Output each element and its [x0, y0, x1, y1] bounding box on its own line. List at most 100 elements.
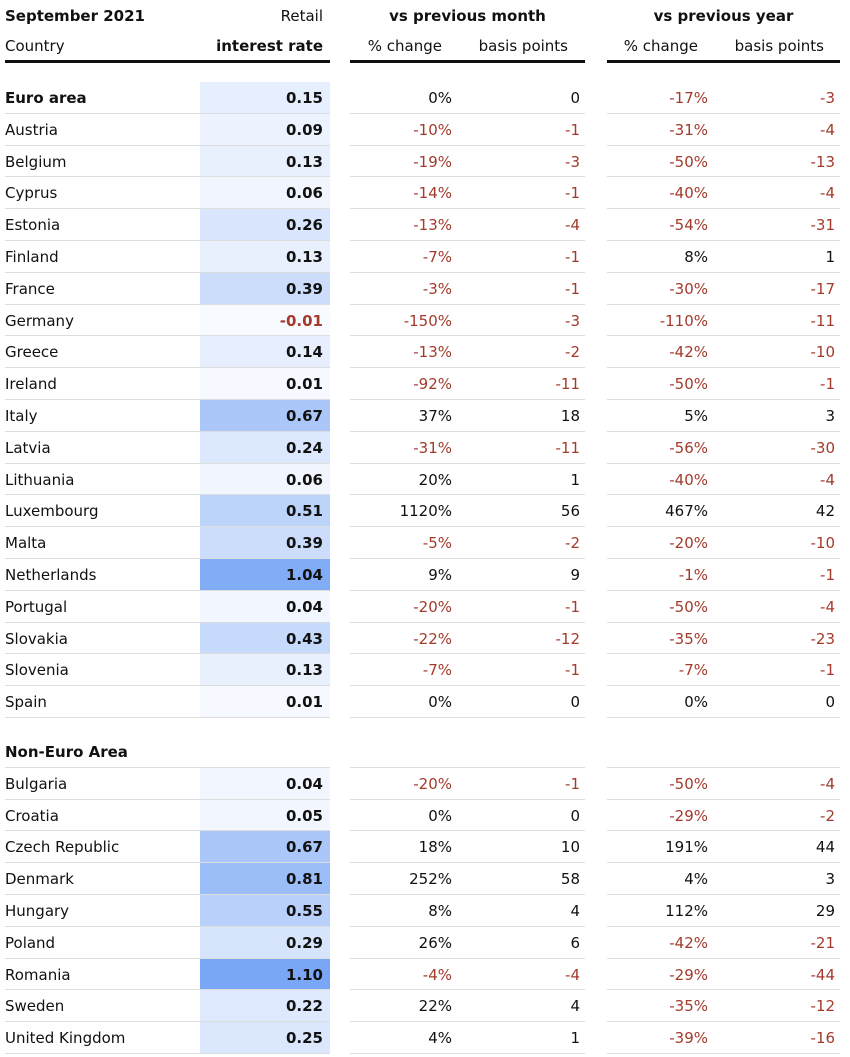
country: Luxembourg — [5, 502, 99, 521]
change-value: -4 — [820, 120, 835, 139]
change-value: -11 — [555, 438, 581, 457]
row-rule — [5, 144, 330, 146]
country: Denmark — [5, 870, 74, 889]
rate-value: 0.13 — [285, 248, 323, 266]
row-rule — [607, 494, 840, 496]
change-value: 56 — [560, 502, 580, 521]
row-rule — [607, 862, 840, 864]
country: Spain — [5, 693, 47, 712]
rate-value: -0.01 — [279, 311, 323, 330]
change-value: 0 — [570, 693, 580, 712]
change-value: -7% — [678, 661, 708, 680]
change-value: -3 — [565, 152, 580, 171]
row-rule — [5, 830, 330, 832]
rate-value: 0.39 — [285, 279, 323, 298]
change-value: -22% — [413, 629, 452, 648]
section-title: Non-Euro Area — [5, 743, 128, 761]
rate-cell — [200, 686, 330, 717]
rate-value: 0.51 — [285, 502, 323, 521]
row-rule — [607, 367, 840, 369]
row-rule — [350, 830, 585, 832]
change-value: 6 — [570, 933, 580, 952]
change-value: 8% — [684, 248, 708, 266]
row-rule — [350, 494, 585, 496]
row-rule — [5, 862, 330, 864]
country: Slovenia — [5, 661, 69, 680]
change-value: -39% — [669, 1029, 708, 1048]
country: Finland — [5, 248, 59, 266]
row-rule — [607, 957, 840, 959]
change-value: 22% — [418, 997, 452, 1016]
change-value: -31% — [413, 438, 452, 457]
rule — [350, 60, 585, 63]
row-rule — [350, 621, 585, 623]
change-value: -50% — [669, 597, 708, 616]
change-value: -10% — [413, 120, 452, 139]
row-rule — [607, 685, 840, 687]
header: Country — [5, 37, 65, 55]
change-value: 0% — [684, 693, 708, 712]
change-value: -40% — [669, 184, 708, 203]
country: Bulgaria — [5, 774, 68, 793]
row-rule — [350, 462, 585, 464]
rule — [5, 60, 330, 63]
change-value: -10 — [810, 343, 836, 362]
change-value: -3% — [422, 279, 452, 298]
row-rule — [607, 526, 840, 528]
row-rule — [5, 685, 330, 687]
row-rule — [350, 399, 585, 400]
row-rule — [350, 271, 585, 273]
header: % change — [623, 37, 698, 55]
row-rule — [350, 526, 585, 528]
rate-value: 0.15 — [285, 89, 323, 107]
change-value: 20% — [418, 470, 452, 489]
rate-cell — [200, 463, 330, 495]
change-value: -4% — [422, 965, 452, 984]
country: France — [5, 279, 55, 298]
rate-cell — [200, 304, 330, 336]
row-rule — [5, 894, 330, 895]
row-rule — [5, 957, 330, 959]
change-value: -35% — [669, 629, 708, 648]
row-rule — [350, 766, 585, 768]
row-rule — [350, 894, 585, 895]
row-rule — [607, 717, 840, 718]
country: Croatia — [5, 806, 59, 825]
row-rule — [350, 862, 585, 864]
row-rule — [350, 144, 585, 146]
row-rule — [350, 925, 585, 927]
rate-value: 0.67 — [285, 407, 323, 425]
change-value: -4 — [565, 965, 580, 984]
change-value: -2 — [820, 806, 835, 825]
rate-value: 0.06 — [285, 470, 323, 489]
row-rule — [5, 621, 330, 623]
change-value: -1 — [820, 375, 835, 394]
country: Hungary — [5, 902, 70, 920]
change-value: -13% — [413, 216, 452, 235]
change-value: -50% — [669, 774, 708, 793]
change-value: 0 — [570, 89, 580, 107]
rate-cell — [200, 368, 330, 399]
change-value: -20% — [669, 534, 708, 553]
change-value: 0% — [428, 693, 452, 712]
header: vs previous month — [389, 7, 546, 25]
row-rule — [607, 335, 840, 337]
row-rule — [350, 112, 585, 114]
change-value: -13% — [413, 343, 452, 362]
change-value: 1 — [570, 470, 580, 489]
change-value: -12 — [810, 997, 836, 1016]
row-rule — [607, 271, 840, 273]
row-rule — [350, 208, 585, 210]
row-rule — [5, 240, 330, 241]
change-value: -4 — [820, 597, 835, 616]
change-value: 18% — [418, 838, 452, 857]
row-rule — [607, 208, 840, 210]
rate-cell — [200, 622, 330, 654]
row-rule — [5, 303, 330, 305]
change-value: 0% — [428, 806, 452, 825]
country: Malta — [5, 534, 47, 553]
change-value: 191% — [665, 838, 708, 857]
change-value: 1 — [570, 1029, 580, 1048]
rate-cell — [200, 559, 330, 590]
rate-cell — [200, 400, 330, 431]
